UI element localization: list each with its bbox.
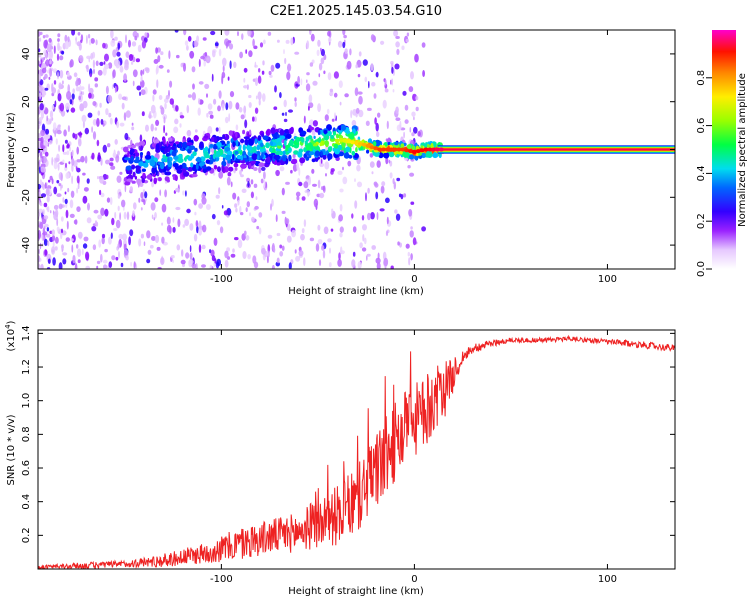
spectrogram-y-tick-label: 40 [21,48,32,61]
spectrogram-axes: -100 0 100 -40 -20 0 20 40 [21,30,675,285]
spectrogram-x-tick-label: 0 [411,274,417,285]
snr-y-tick-label: 1.4 [21,325,32,341]
spectrogram-panel: -100 0 100 -40 -20 0 20 40 Height of straight l… [6,29,676,297]
colorbar-tick-label: 0.4 [696,165,707,181]
colorbar-label: Normalized spectral amplitude [737,73,748,227]
snr-axes: -100 0 100 0.2 0.4 0.6 0.8 1.0 1.2 1.4 [21,325,675,585]
snr-frame [37,329,676,570]
colorbar-tick-label: 0.6 [696,118,707,134]
snr-scale-factor: (x104) [4,320,17,351]
snr-x-axis-label: Height of straight line (km) [288,586,424,597]
snr-x-tick-label: 0 [411,574,417,585]
snr-y-tick-label: 1.0 [21,393,32,409]
snr-y-axis-label: SNR (10 * v/v) [6,414,17,485]
snr-y-tick-label: 1.2 [21,359,32,375]
snr-series-line [38,334,675,569]
colorbar-tick-label: 0.0 [696,261,707,277]
spectrogram-y-axis-label: Frequency (Hz) [6,112,17,188]
spectrogram-y-tick-label: -20 [21,189,32,205]
spectrogram-heatmap [38,30,675,269]
colorbar-tick-label: 0.8 [696,70,707,86]
colorbar: 0.0 0.2 0.4 0.6 0.8 Normalized spectral ampl… [696,30,748,277]
snr-panel: -100 0 100 0.2 0.4 0.6 0.8 1.0 1.2 1.4 Height of … [4,320,676,597]
snr-scale-factor-base: (x10 [6,329,17,352]
snr-scale-factor-exponent: 4 [4,324,12,329]
spectrogram-x-axis-label: Height of straight line (km) [288,286,424,297]
spectrogram-x-tick-label: 100 [598,274,617,285]
snr-y-tick-label: 0.4 [21,494,32,510]
colorbar-gradient [712,30,736,269]
chart-title: C2E1.2025.145.03.54.G10 [270,4,442,19]
spectrogram-y-tick-label: 0 [21,146,32,152]
snr-x-tick-label: 100 [598,574,617,585]
snr-y-tick-label: 0.8 [21,426,32,442]
snr-y-tick-label: 0.2 [21,527,32,543]
colorbar-tick-label: 0.2 [696,213,707,229]
spectrogram-y-tick-label: 20 [21,95,32,108]
snr-y-tick-label: 0.6 [21,460,32,476]
snr-x-tick-label: -100 [210,574,233,585]
spectrogram-x-tick-label: -100 [210,274,233,285]
colorbar-ticks: 0.0 0.2 0.4 0.6 0.8 [696,70,712,277]
spectrogram-y-tick-label: -40 [21,237,32,253]
